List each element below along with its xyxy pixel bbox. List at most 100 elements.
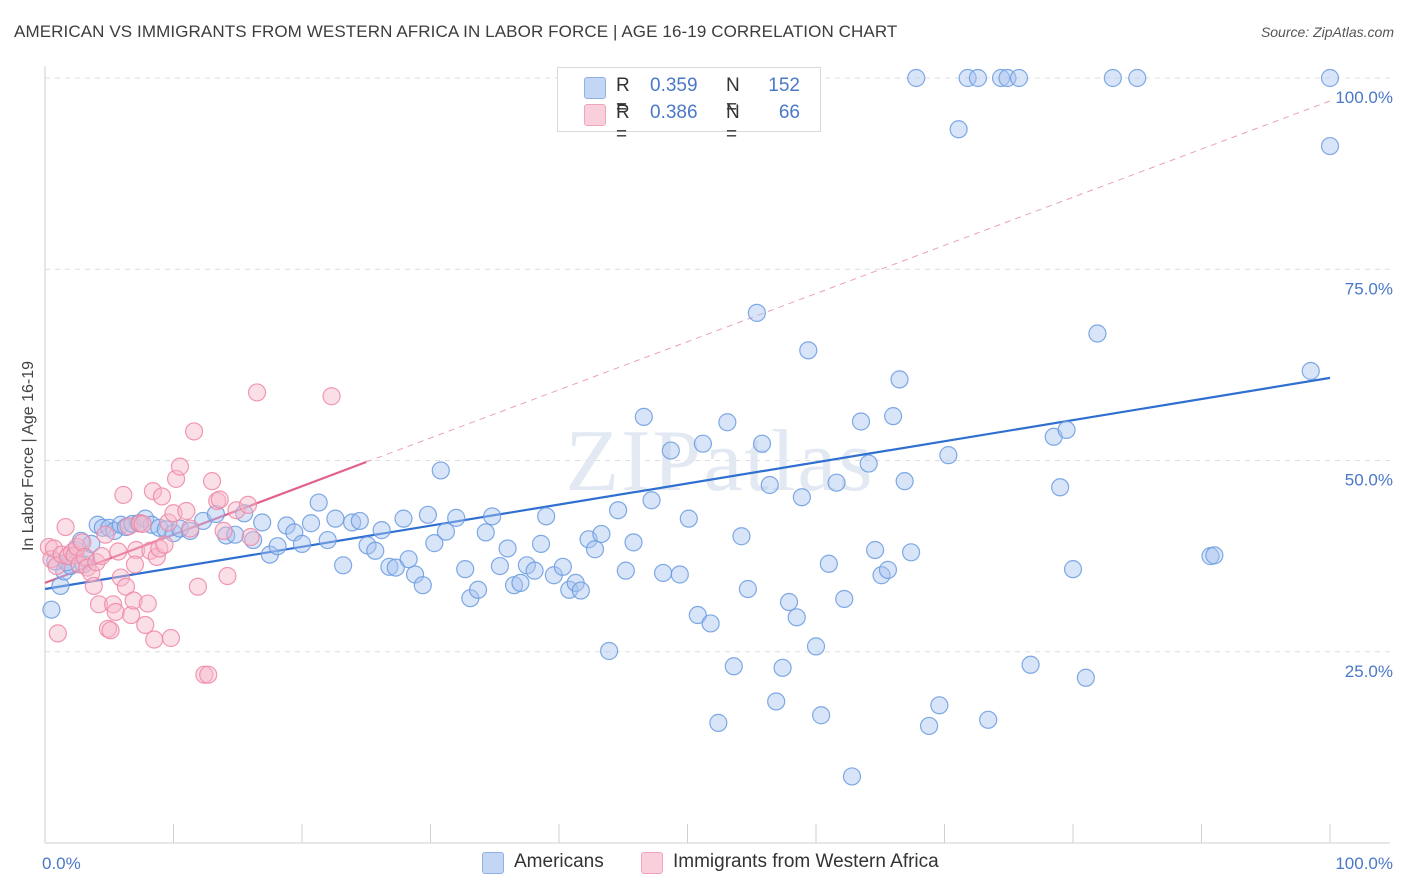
point-americans [907, 68, 926, 88]
point-immigrants [161, 628, 181, 648]
point-americans [1088, 324, 1107, 343]
point-immigrants [177, 501, 196, 521]
trend-line-immigrants [44, 461, 367, 584]
point-americans [468, 580, 488, 599]
point-americans [1301, 361, 1320, 381]
point-americans [447, 508, 466, 527]
point-americans [958, 68, 977, 88]
point-americans [709, 713, 728, 732]
point-immigrants [188, 577, 208, 596]
point-immigrants [214, 521, 233, 540]
data-points [39, 68, 1340, 786]
point-americans [292, 534, 312, 553]
point-americans [1057, 420, 1076, 439]
point-americans [498, 539, 517, 558]
point-immigrants [73, 533, 92, 552]
point-immigrants [124, 591, 143, 610]
point-americans [1063, 560, 1083, 579]
point-americans [309, 493, 328, 512]
point-americans [531, 534, 551, 553]
point-immigrants [48, 624, 67, 643]
legend-swatch-americans [482, 852, 504, 874]
point-americans [949, 120, 968, 139]
stats-legend: R = 0.359 N = 152 R = 0.386 N = 66 [557, 67, 821, 145]
point-americans [372, 521, 391, 540]
point-americans [624, 533, 643, 552]
legend-label-immigrants: Immigrants from Western Africa [673, 851, 939, 872]
point-americans [585, 540, 605, 559]
point-americans [819, 554, 838, 573]
point-immigrants [56, 517, 75, 537]
point-americans [779, 592, 799, 612]
point-immigrants [106, 602, 125, 622]
point-immigrants [116, 577, 136, 596]
point-americans [792, 488, 811, 507]
point-americans [399, 550, 418, 569]
point-immigrants [143, 482, 163, 501]
point-americans [642, 491, 661, 510]
point-americans [592, 524, 611, 544]
point-americans [693, 434, 713, 453]
point-americans [901, 543, 921, 562]
point-americans [277, 516, 296, 535]
point-americans [268, 537, 287, 556]
point-immigrants [125, 555, 145, 574]
y-tick-label: 100.0% [1335, 88, 1393, 107]
point-americans [413, 576, 432, 595]
point-americans [738, 579, 757, 599]
point-americans [859, 454, 878, 473]
point-americans [42, 600, 61, 619]
point-americans [1320, 68, 1340, 88]
point-americans [991, 68, 1011, 88]
point-immigrants [227, 501, 246, 520]
point-americans [968, 68, 988, 88]
point-americans [206, 504, 226, 524]
point-americans [334, 556, 353, 575]
y-axis-label: In Labor Force | Age 16-19 [20, 361, 37, 551]
x-tick-label: 0.0% [42, 854, 81, 873]
point-americans [483, 507, 502, 526]
point-americans [436, 522, 456, 541]
point-americans [343, 513, 362, 532]
point-americans [919, 716, 939, 736]
point-americans [895, 472, 914, 491]
point-americans [1103, 68, 1122, 88]
point-americans [747, 303, 766, 322]
r-label: R = [616, 75, 630, 118]
series-legend: Americans Immigrants from Western Africa [0, 850, 1406, 880]
point-americans [1021, 655, 1040, 674]
point-americans [773, 658, 792, 677]
chart-title: AMERICAN VS IMMIGRANTS FROM WESTERN AFRI… [14, 22, 898, 41]
legend-swatch [584, 104, 606, 126]
point-americans [456, 560, 475, 579]
legend-swatch [584, 77, 606, 99]
r-label: R = [616, 102, 630, 145]
legend-swatch-immigrants [641, 852, 663, 874]
trend-line-americans [44, 376, 1331, 591]
point-americans [511, 573, 530, 593]
point-americans [318, 530, 337, 550]
point-immigrants [322, 387, 341, 406]
point-immigrants [159, 513, 178, 532]
point-immigrants [119, 517, 138, 536]
point-americans [600, 641, 619, 661]
point-americans [835, 589, 854, 609]
grid-lines [45, 77, 1390, 653]
point-immigrants [127, 540, 146, 560]
point-americans [878, 560, 898, 579]
point-immigrants [109, 542, 128, 561]
point-immigrants [121, 605, 141, 625]
n-value: 66 [778, 102, 800, 123]
point-immigrants [92, 547, 111, 566]
point-americans [679, 509, 698, 528]
point-americans [851, 412, 871, 431]
point-immigrants [210, 490, 229, 509]
point-americans [930, 696, 949, 715]
point-immigrants [101, 621, 120, 640]
point-immigrants [202, 472, 222, 491]
point-americans [366, 541, 385, 560]
point-immigrants [218, 566, 237, 586]
point-americans [661, 441, 680, 460]
point-americans [842, 767, 862, 786]
